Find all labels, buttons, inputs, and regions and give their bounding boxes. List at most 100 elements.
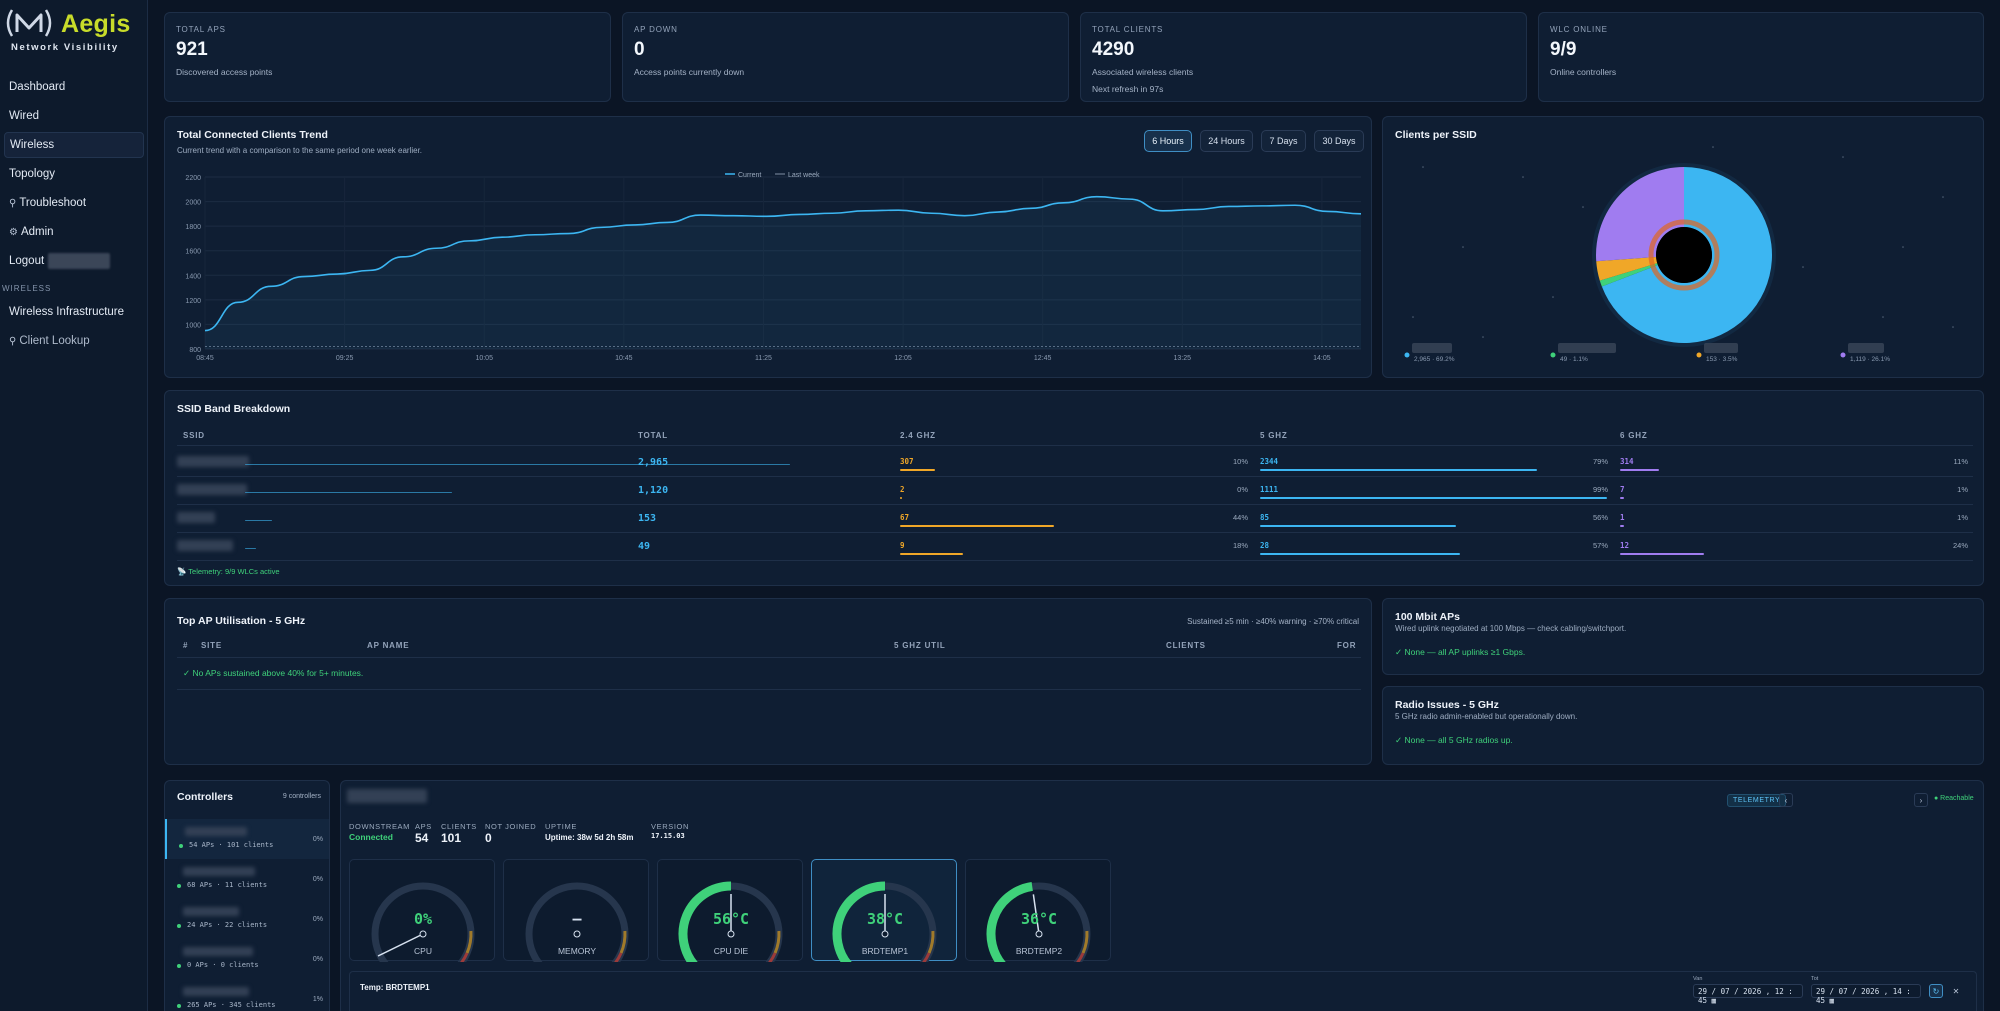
background-dot — [1522, 176, 1524, 178]
status-dot — [177, 924, 181, 928]
background-dot — [1412, 316, 1414, 318]
gauge-critical-zone — [460, 952, 469, 962]
g24-percent: 44% — [1232, 513, 1248, 522]
band-row: 153 67 44% 85 56% 1 1% — [165, 505, 1985, 533]
gauge-brdtemp1[interactable]: 38°C BRDTEMP1 — [811, 859, 957, 962]
donut-slice[interactable] — [1601, 167, 1772, 343]
uptime-label: UPTIME — [545, 822, 577, 831]
to-datetime-input[interactable]: 29 / 07 / 2026 , 14 : 45 ▦ — [1811, 984, 1921, 1005]
controller-name-redacted — [183, 907, 239, 916]
range-30-days-button[interactable]: 30 Days — [1314, 130, 1364, 152]
g5-bar — [1260, 469, 1537, 471]
from-datetime-input[interactable]: 29 / 07 / 2026 , 12 : 45 ▦ — [1693, 984, 1803, 1005]
stat-sub: Online controllers — [1550, 67, 1617, 77]
header-divider — [177, 445, 1973, 446]
range-7-days-button[interactable]: 7 Days — [1261, 130, 1306, 152]
y-tick-label: 2200 — [185, 175, 201, 182]
nav-wireless-infrastructure-label: Wireless Infrastructure — [9, 306, 125, 318]
controller-item[interactable]: 54 APs · 101 clients 0% — [165, 819, 329, 859]
gauge-critical-zone — [614, 952, 623, 962]
main-content: TOTAL APS 921 Discovered access points A… — [148, 0, 2000, 1011]
g6-count: 1 — [1620, 513, 1625, 522]
nav-wired[interactable]: Wired — [4, 103, 144, 129]
nav-topology[interactable]: Topology — [4, 161, 144, 187]
gauge-hub — [419, 930, 427, 938]
controller-summary: 24 APs · 22 clients — [187, 921, 268, 929]
gauge-warning-zone — [773, 930, 781, 954]
mbit-status: ✓ None — all AP uplinks ≥1 Gbps. — [1395, 647, 1526, 657]
controller-name-redacted — [183, 867, 255, 876]
gauge-label: CPU — [414, 946, 432, 956]
stat-label: WLC ONLINE — [1550, 25, 1608, 34]
g24-count: 67 — [900, 513, 910, 522]
g5-percent: 79% — [1592, 457, 1608, 466]
gauge-hub — [881, 930, 889, 938]
nav-client-lookup[interactable]: ⚲ Client Lookup — [4, 328, 144, 354]
controller-item[interactable]: 265 APs · 345 clients 1% — [165, 979, 329, 1011]
controller-item[interactable]: 24 APs · 22 clients 0% — [165, 899, 329, 939]
controllers-count: 9 controllers — [282, 793, 321, 800]
donut-slice[interactable] — [1596, 256, 1658, 281]
gauge-cpu: 0% CPU — [349, 859, 495, 962]
gauge-dial — [525, 882, 629, 962]
nav-troubleshoot[interactable]: ⚲ Troubleshoot — [4, 190, 144, 216]
gauge-hub — [727, 930, 735, 938]
logo[interactable]: Aegis Network Visibility — [4, 4, 144, 53]
range-6-hours-button[interactable]: 6 Hours — [1144, 130, 1192, 152]
ssid-name-redacted — [177, 484, 247, 495]
controller-item[interactable]: 68 APs · 11 clients 0% — [165, 859, 329, 899]
g6-percent: 1% — [1957, 485, 1968, 494]
background-dot — [1802, 266, 1804, 268]
ssid-share-bar — [245, 492, 453, 493]
gauge-needle — [1032, 894, 1040, 935]
g5-percent: 57% — [1592, 541, 1608, 550]
signal-logo-icon — [6, 9, 52, 37]
background-dot — [1462, 246, 1464, 248]
refresh-countdown: Next refresh in 97s — [1092, 84, 1164, 94]
nav-wireless-infrastructure[interactable]: Wireless Infrastructure — [4, 299, 144, 325]
controller-summary: 54 APs · 101 clients — [189, 841, 274, 849]
nav-logout[interactable]: Logout — [4, 248, 144, 274]
version-value: 17.15.03 — [651, 832, 685, 840]
nav-wireless[interactable]: Wireless — [4, 132, 144, 158]
g24-bar — [900, 469, 935, 471]
prev-controller-button[interactable]: ‹ — [1779, 793, 1793, 807]
nav-admin[interactable]: ⚙ Admin — [4, 219, 144, 245]
gauge-memory: — MEMORY — [503, 859, 649, 962]
y-tick-label: 2000 — [185, 200, 201, 207]
clients-per-ssid-donut: 2,965 · 69.2% 49 · 1.1% 153 · 3.5% 1,119 · … — [1404, 146, 1954, 363]
controller-name-redacted — [185, 827, 247, 836]
g6-bar — [1620, 497, 1624, 499]
not-joined-label: NOT JOINED — [485, 822, 537, 831]
donut-slice[interactable] — [1596, 166, 1684, 262]
nav-client-lookup-label: Client Lookup — [19, 335, 90, 347]
controller-util: 0% — [312, 916, 323, 923]
controller-util: 1% — [312, 996, 323, 1003]
col-6ghz: 6 GHZ — [1620, 431, 1648, 440]
background-dot — [1482, 336, 1484, 338]
close-icon: ✕ — [1952, 986, 1960, 996]
mbit-title: 100 Mbit APs — [1395, 611, 1460, 623]
controller-summary: 0 APs · 0 clients — [187, 961, 259, 969]
clients-trend-chart: 800 1000 1200 1400 1600 1800 2000 2200 08:45 09:2… — [185, 172, 1362, 362]
refresh-button[interactable]: ↻ — [1929, 984, 1943, 998]
range-24-hours-button[interactable]: 24 Hours — [1200, 130, 1253, 152]
nav-wired-label: Wired — [9, 110, 40, 122]
radio-subtitle: 5 GHz radio admin-enabled but operationa… — [1395, 712, 1578, 721]
radio-title: Radio Issues - 5 GHz — [1395, 699, 1499, 711]
nav-wireless-label: Wireless — [10, 139, 55, 151]
next-controller-button[interactable]: › — [1914, 793, 1928, 807]
gauge-dial — [832, 881, 937, 962]
nav-troubleshoot-label: Troubleshoot — [19, 197, 87, 209]
telemetry-pill[interactable]: TELEMETRY — [1727, 794, 1787, 807]
nav-dashboard[interactable]: Dashboard — [4, 74, 144, 100]
background-dot — [1422, 166, 1424, 168]
close-button[interactable]: ✕ — [1949, 984, 1963, 998]
donut-slice[interactable] — [1599, 263, 1658, 287]
gauge-critical-zone — [1076, 952, 1085, 962]
x-tick-label: 12:45 — [1034, 355, 1052, 362]
gauge-dial — [371, 882, 475, 962]
controller-item[interactable]: 0 APs · 0 clients 0% — [165, 939, 329, 979]
gauge-value: 38°C — [866, 910, 904, 928]
legend-value: 49 · 1.1% — [1560, 356, 1588, 363]
